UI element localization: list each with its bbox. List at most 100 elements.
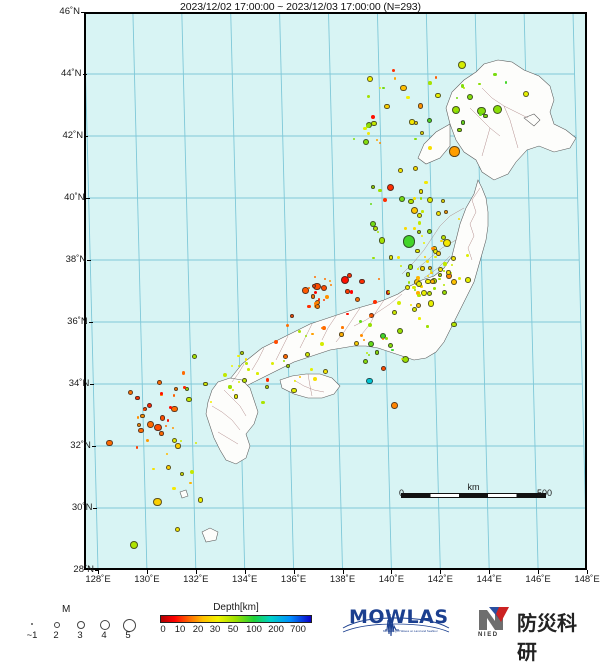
earthquake-marker[interactable] (419, 130, 425, 136)
earthquake-marker[interactable] (130, 541, 138, 550)
earthquake-marker[interactable] (137, 422, 142, 427)
earthquake-marker[interactable] (442, 289, 448, 296)
earthquake-marker[interactable] (169, 405, 173, 409)
earthquake-marker[interactable] (378, 277, 381, 280)
earthquake-marker[interactable] (467, 94, 473, 101)
earthquake-marker[interactable] (362, 138, 370, 146)
earthquake-marker[interactable] (427, 274, 430, 277)
earthquake-marker[interactable] (310, 368, 314, 371)
earthquake-marker[interactable] (379, 141, 382, 144)
earthquake-marker[interactable] (156, 380, 162, 385)
earthquake-marker[interactable] (451, 263, 454, 267)
earthquake-marker[interactable] (231, 365, 234, 368)
earthquake-marker[interactable] (479, 113, 482, 117)
earthquake-marker[interactable] (382, 197, 387, 202)
earthquake-marker[interactable] (406, 95, 410, 99)
earthquake-marker[interactable] (189, 481, 192, 485)
earthquake-marker[interactable] (407, 281, 410, 284)
earthquake-marker[interactable] (427, 300, 435, 307)
earthquake-marker[interactable] (443, 283, 446, 286)
earthquake-marker[interactable] (382, 337, 385, 340)
earthquake-marker[interactable] (382, 86, 386, 90)
earthquake-marker[interactable] (354, 296, 360, 302)
earthquake-marker[interactable] (136, 416, 140, 419)
earthquake-marker[interactable] (320, 326, 323, 329)
earthquake-marker[interactable] (388, 255, 394, 261)
earthquake-marker[interactable] (371, 184, 376, 190)
earthquake-marker[interactable] (412, 226, 416, 230)
earthquake-marker[interactable] (457, 127, 462, 133)
earthquake-marker[interactable] (416, 291, 420, 295)
earthquake-marker[interactable] (171, 426, 174, 429)
earthquake-marker[interactable] (397, 256, 400, 260)
earthquake-marker[interactable] (366, 377, 373, 385)
earthquake-marker[interactable] (398, 196, 405, 203)
earthquake-marker[interactable] (181, 371, 186, 376)
earthquake-marker[interactable] (194, 441, 197, 445)
earthquake-marker[interactable] (378, 87, 381, 90)
earthquake-marker[interactable] (378, 188, 382, 192)
earthquake-marker[interactable] (381, 366, 387, 371)
earthquake-marker[interactable] (304, 335, 307, 338)
earthquake-marker[interactable] (483, 114, 488, 119)
earthquake-marker[interactable] (135, 395, 140, 401)
earthquake-marker[interactable] (410, 303, 413, 306)
earthquake-marker[interactable] (228, 385, 232, 389)
earthquake-marker[interactable] (289, 313, 295, 318)
earthquake-marker[interactable] (307, 286, 310, 290)
earthquake-marker[interactable] (417, 103, 424, 110)
earthquake-marker[interactable] (461, 84, 465, 88)
earthquake-marker[interactable] (282, 359, 285, 363)
earthquake-marker[interactable] (458, 217, 461, 220)
earthquake-marker[interactable] (349, 290, 354, 295)
earthquake-marker[interactable] (313, 275, 316, 278)
earthquake-marker[interactable] (430, 271, 433, 275)
earthquake-marker[interactable] (172, 394, 176, 397)
earthquake-marker[interactable] (372, 256, 375, 259)
earthquake-marker[interactable] (418, 189, 424, 195)
earthquake-marker[interactable] (159, 392, 163, 396)
earthquake-marker[interactable] (321, 284, 328, 292)
earthquake-marker[interactable] (179, 439, 182, 442)
earthquake-marker[interactable] (245, 361, 249, 365)
earthquake-marker[interactable] (135, 446, 138, 449)
earthquake-marker[interactable] (152, 467, 155, 471)
earthquake-marker[interactable] (359, 334, 363, 338)
earthquake-marker[interactable] (345, 289, 350, 294)
earthquake-marker[interactable] (465, 254, 470, 258)
earthquake-marker[interactable] (392, 69, 395, 73)
earthquake-marker[interactable] (434, 76, 438, 79)
earthquake-marker[interactable] (137, 427, 144, 434)
earthquake-marker[interactable] (283, 353, 289, 359)
earthquake-marker[interactable] (408, 198, 414, 205)
earthquake-marker[interactable] (377, 231, 380, 234)
earthquake-marker[interactable] (415, 280, 423, 288)
earthquake-marker[interactable] (427, 118, 433, 124)
earthquake-marker[interactable] (420, 235, 423, 237)
earthquake-marker[interactable] (256, 371, 259, 375)
earthquake-marker[interactable] (410, 207, 418, 215)
earthquake-marker[interactable] (372, 299, 377, 304)
earthquake-marker[interactable] (318, 298, 321, 301)
earthquake-marker[interactable] (426, 325, 429, 328)
earthquake-marker[interactable] (394, 77, 397, 80)
earthquake-marker[interactable] (422, 241, 426, 245)
earthquake-marker[interactable] (402, 355, 410, 363)
earthquake-marker[interactable] (413, 289, 416, 292)
earthquake-marker[interactable] (446, 270, 451, 275)
earthquake-marker[interactable] (246, 367, 250, 371)
earthquake-marker[interactable] (391, 348, 395, 351)
earthquake-marker[interactable] (427, 146, 432, 151)
earthquake-marker[interactable] (166, 465, 172, 471)
earthquake-marker[interactable] (322, 369, 328, 375)
earthquake-marker[interactable] (313, 376, 317, 381)
earthquake-marker[interactable] (370, 115, 375, 120)
earthquake-marker[interactable] (438, 277, 441, 281)
earthquake-marker[interactable] (265, 378, 270, 383)
earthquake-marker[interactable] (434, 92, 441, 99)
earthquake-marker[interactable] (400, 264, 403, 267)
earthquake-marker[interactable] (420, 266, 425, 271)
earthquake-marker[interactable] (443, 209, 449, 215)
earthquake-marker[interactable] (413, 196, 417, 200)
earthquake-marker[interactable] (320, 341, 325, 346)
